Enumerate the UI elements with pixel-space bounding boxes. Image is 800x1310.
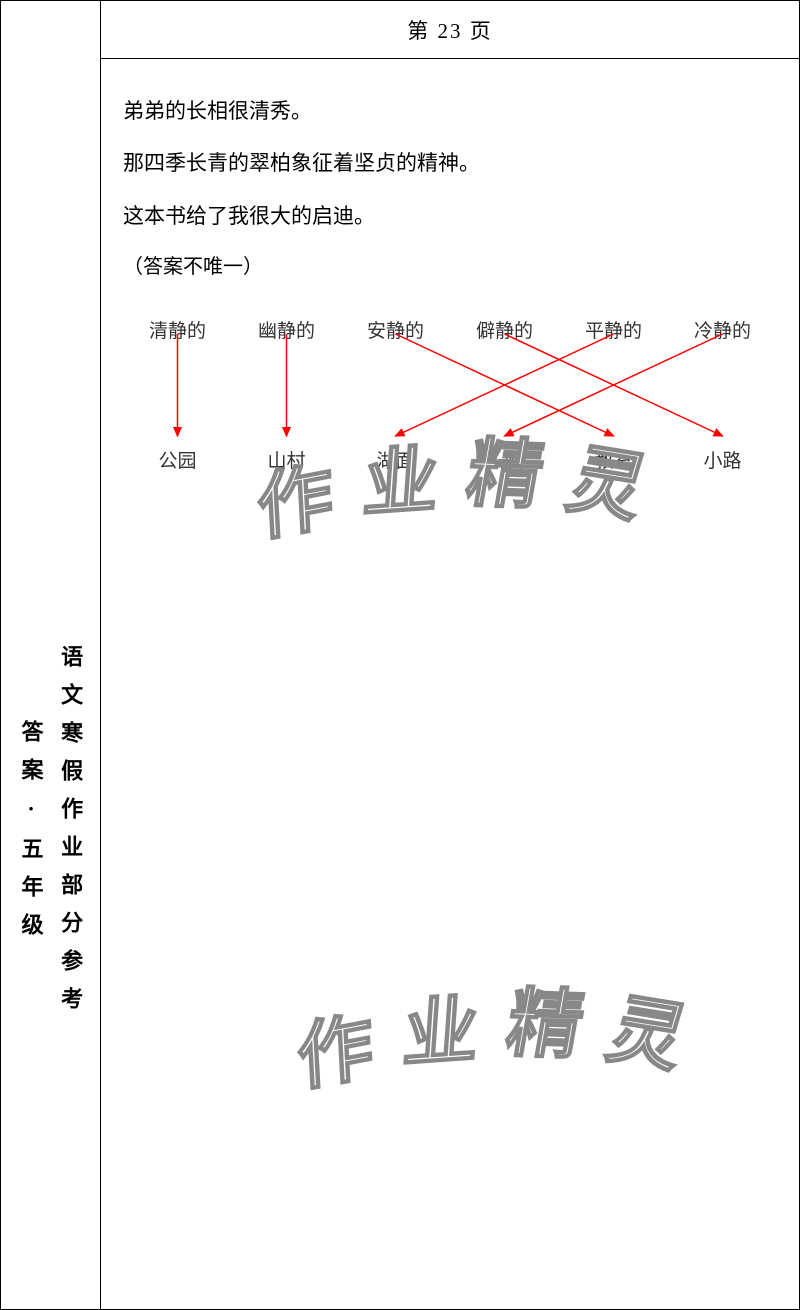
matching-bottom-row: 公园 山村 湖面 头脑 教室 小路 xyxy=(123,440,777,484)
matching-diagram: 清静的 幽静的 安静的 僻静的 平静的 冷静的 公园 xyxy=(123,310,777,530)
answer-note: （答案不唯一） xyxy=(123,244,777,290)
page-container: 语文寒假作业部分参考 答案·五年级 第 23 页 弟弟的长相很清秀。 那四季长青… xyxy=(0,0,800,1310)
sidebar-title: 语文寒假作业部分参考 答案·五年级 xyxy=(11,645,90,1025)
sentence-1: 弟弟的长相很清秀。 xyxy=(123,87,777,135)
bottom-word-5: 小路 xyxy=(668,440,777,484)
sidebar: 语文寒假作业部分参考 答案·五年级 xyxy=(1,1,101,1309)
sentence-2: 那四季长青的翠柏象征着坚贞的精神。 xyxy=(123,139,777,187)
main-area: 第 23 页 弟弟的长相很清秀。 那四季长青的翠柏象征着坚贞的精神。 这本书给了… xyxy=(101,1,799,1309)
sidebar-line1: 语文寒假作业部分参考 xyxy=(51,645,91,1025)
bottom-word-3: 头脑 xyxy=(450,440,559,484)
sidebar-line2: 答案·五年级 xyxy=(11,720,51,951)
bottom-word-4: 教室 xyxy=(559,440,668,484)
bottom-word-1: 山村 xyxy=(232,440,341,484)
bottom-word-0: 公园 xyxy=(123,440,232,484)
bottom-word-2: 湖面 xyxy=(341,440,450,484)
page-title: 第 23 页 xyxy=(407,15,493,45)
content-area: 弟弟的长相很清秀。 那四季长青的翠柏象征着坚贞的精神。 这本书给了我很大的启迪。… xyxy=(101,59,799,1309)
matching-arrows xyxy=(123,332,777,442)
page-header: 第 23 页 xyxy=(101,1,799,59)
sentence-3: 这本书给了我很大的启迪。 xyxy=(123,192,777,240)
